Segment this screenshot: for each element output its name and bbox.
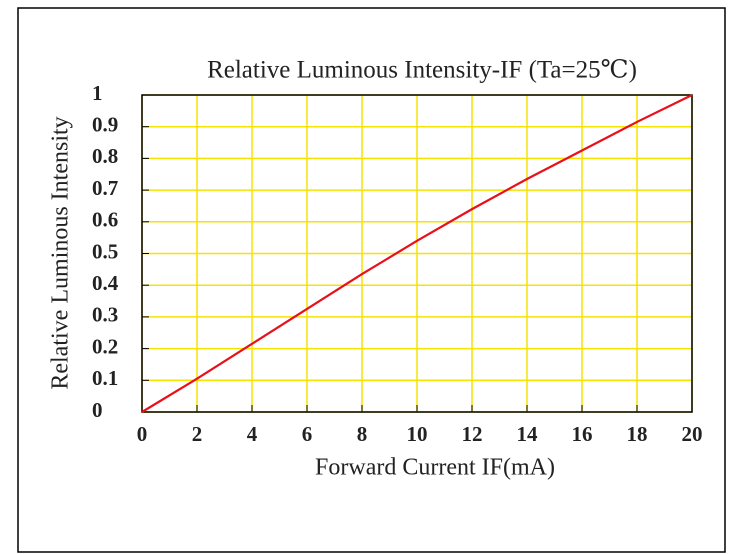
- plot-border: [141, 94, 693, 413]
- y-tick-label: 0.6: [92, 208, 118, 232]
- data-line: [141, 94, 693, 413]
- y-axis-label: Relative Luminous Intensity: [48, 116, 74, 389]
- y-tick-label: 0.8: [92, 144, 118, 168]
- y-tick-label: 0.4: [92, 271, 119, 295]
- frame: [17, 7, 726, 553]
- x-tick-label: 16: [572, 422, 593, 446]
- y-tick-label: 1: [92, 81, 103, 105]
- x-tick-label: 12: [462, 422, 483, 446]
- x-tick-label: 6: [302, 422, 313, 446]
- x-tick-label: 8: [357, 422, 368, 446]
- x-tick-label: 4: [247, 422, 258, 446]
- y-tick-label: 0: [92, 398, 103, 422]
- y-tick-label: 0.9: [92, 113, 118, 137]
- x-tick-label: 18: [627, 422, 648, 446]
- y-tick-label: 0.1: [92, 366, 118, 390]
- chart-title: Relative Luminous Intensity-IF (Ta=25℃): [207, 57, 637, 84]
- x-tick-label: 14: [517, 422, 539, 446]
- y-tick-label: 0.3: [92, 303, 118, 327]
- x-tick-label: 20: [682, 422, 703, 446]
- x-tick-label: 0: [137, 422, 148, 446]
- x-tick-label: 2: [192, 422, 203, 446]
- y-tick-label: 0.5: [92, 239, 118, 263]
- x-axis-label: Forward Current IF(mA): [315, 455, 555, 481]
- y-tick-label: 0.2: [92, 334, 118, 358]
- y-tick-label: 0.7: [92, 176, 118, 200]
- x-tick-label: 10: [407, 422, 428, 446]
